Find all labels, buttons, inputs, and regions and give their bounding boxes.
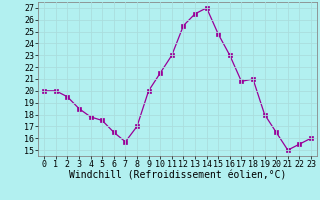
X-axis label: Windchill (Refroidissement éolien,°C): Windchill (Refroidissement éolien,°C) (69, 171, 286, 181)
